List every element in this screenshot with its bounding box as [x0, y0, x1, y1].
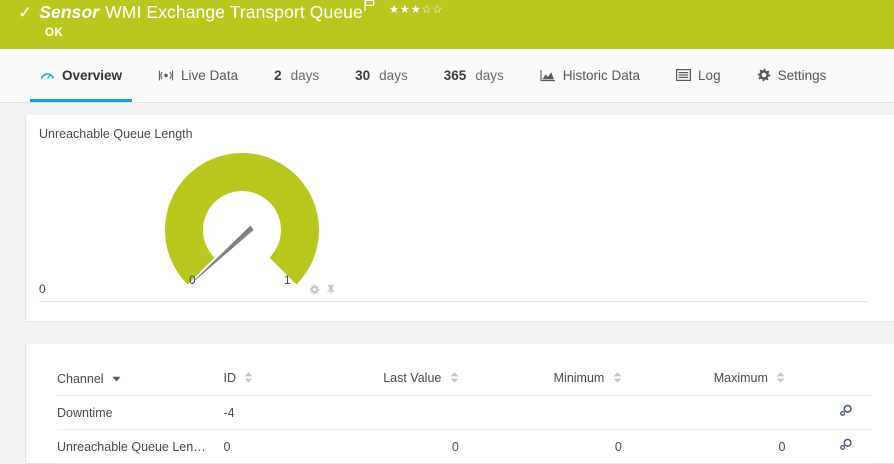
- sort-updown-icon: [613, 372, 622, 386]
- tab-settings-label: Settings: [777, 67, 827, 83]
- tab-live-data-label: Live Data: [181, 67, 239, 83]
- rating-stars-empty: ☆☆: [421, 4, 443, 16]
- sort-updown-icon: [450, 372, 459, 386]
- table-header-row: Channel ID Last Value: [57, 371, 872, 396]
- column-header-minimum[interactable]: Minimum: [492, 371, 656, 396]
- cell-actions[interactable]: [819, 395, 872, 430]
- tab-overview[interactable]: Overview: [22, 48, 140, 102]
- cell-id: 0: [223, 429, 329, 464]
- gauge-needle: [190, 225, 254, 285]
- flag-icon[interactable]: [364, 0, 375, 15]
- rating-stars[interactable]: ★★★☆☆: [389, 2, 443, 16]
- settings-gears-icon[interactable]: [838, 438, 853, 455]
- tab-historic-data-label: Historic Data: [562, 67, 641, 83]
- log-lines-icon: [676, 69, 692, 81]
- column-header-minimum-label: Minimum: [553, 371, 605, 385]
- tab-365-days-unit: days: [475, 67, 504, 83]
- cell-last-value: [328, 395, 493, 430]
- gauge-arc-value: [165, 153, 319, 285]
- sort-desc-caret-icon: [112, 371, 121, 385]
- tab-bar: Overview Live Data 2 days 30 days: [0, 49, 894, 103]
- gauge-icon: [40, 68, 55, 83]
- tab-log[interactable]: Log: [658, 48, 739, 102]
- column-header-maximum-label: Maximum: [713, 371, 768, 385]
- cell-maximum: 0: [655, 429, 820, 464]
- cell-id: -4: [223, 395, 329, 430]
- tab-settings[interactable]: Settings: [739, 48, 845, 102]
- pin-icon[interactable]: [326, 284, 336, 295]
- settings-gears-icon[interactable]: [838, 404, 853, 421]
- gauge-axis-left-label: 0: [39, 282, 46, 296]
- tab-30-days-unit: days: [379, 67, 408, 83]
- channel-table: Channel ID Last Value: [57, 371, 872, 464]
- tab-30-days-number: 30: [355, 67, 371, 83]
- gauge-tick-max: 1: [284, 273, 291, 287]
- column-header-last-value-label: Last Value: [383, 371, 442, 385]
- cell-maximum: [655, 395, 820, 430]
- gauge-tick-min: 0: [189, 273, 196, 287]
- sensor-header: ✓ Sensor WMI Exchange Transport Queue ★★…: [0, 0, 894, 49]
- gear-icon[interactable]: [309, 284, 320, 295]
- tab-log-label: Log: [698, 67, 721, 83]
- column-header-channel-label: Channel: [57, 372, 104, 386]
- sort-updown-icon: [244, 372, 253, 386]
- tab-2-days[interactable]: 2 days: [256, 48, 337, 102]
- tab-live-data[interactable]: Live Data: [140, 48, 256, 102]
- check-icon: ✓: [18, 3, 33, 22]
- column-header-actions: [819, 371, 872, 396]
- status-badge: OK: [45, 27, 64, 39]
- page-title: WMI Exchange Transport Queue: [105, 2, 363, 22]
- column-header-channel[interactable]: Channel: [57, 371, 224, 396]
- gear-icon: [757, 68, 771, 82]
- cell-channel: Unreachable Queue Len…: [57, 429, 224, 464]
- rating-stars-filled: ★★★: [388, 4, 422, 16]
- channel-table-panel: Channel ID Last Value: [25, 344, 894, 464]
- gauge-panel: Unreachable Queue Length 0 0 1: [25, 115, 894, 322]
- gauge-baseline-divider: [39, 301, 867, 302]
- tab-365-days[interactable]: 365 days: [426, 48, 522, 102]
- gauge-panel-title: Unreachable Queue Length: [39, 127, 193, 141]
- sensor-header-title-row: ✓ Sensor WMI Exchange Transport Queue ★★…: [18, 0, 443, 24]
- cell-actions[interactable]: [819, 429, 872, 464]
- cell-last-value: 0: [328, 429, 493, 464]
- sort-updown-icon: [776, 372, 785, 386]
- gauge-chart: [122, 145, 367, 297]
- sensor-kind-label: Sensor: [39, 2, 100, 22]
- column-header-last-value[interactable]: Last Value: [328, 371, 493, 396]
- table-row[interactable]: Unreachable Queue Len… 0 0 0 0: [57, 429, 872, 464]
- cell-channel: Downtime: [57, 395, 224, 430]
- cell-minimum: [492, 395, 656, 430]
- cell-minimum: 0: [492, 429, 656, 464]
- tab-overview-label: Overview: [62, 67, 123, 83]
- column-header-id[interactable]: ID: [223, 371, 329, 396]
- chart-area-icon: [540, 69, 556, 82]
- gauge-toolbar: [309, 284, 336, 295]
- tab-2-days-number: 2: [274, 67, 282, 83]
- tab-365-days-number: 365: [443, 67, 467, 83]
- tab-30-days[interactable]: 30 days: [337, 48, 426, 102]
- tab-2-days-unit: days: [290, 67, 320, 83]
- tab-historic-data[interactable]: Historic Data: [522, 48, 658, 102]
- live-signal-icon: [158, 69, 174, 82]
- column-header-maximum[interactable]: Maximum: [655, 371, 820, 396]
- table-row[interactable]: Downtime -4: [57, 395, 872, 430]
- column-header-id-label: ID: [223, 371, 236, 385]
